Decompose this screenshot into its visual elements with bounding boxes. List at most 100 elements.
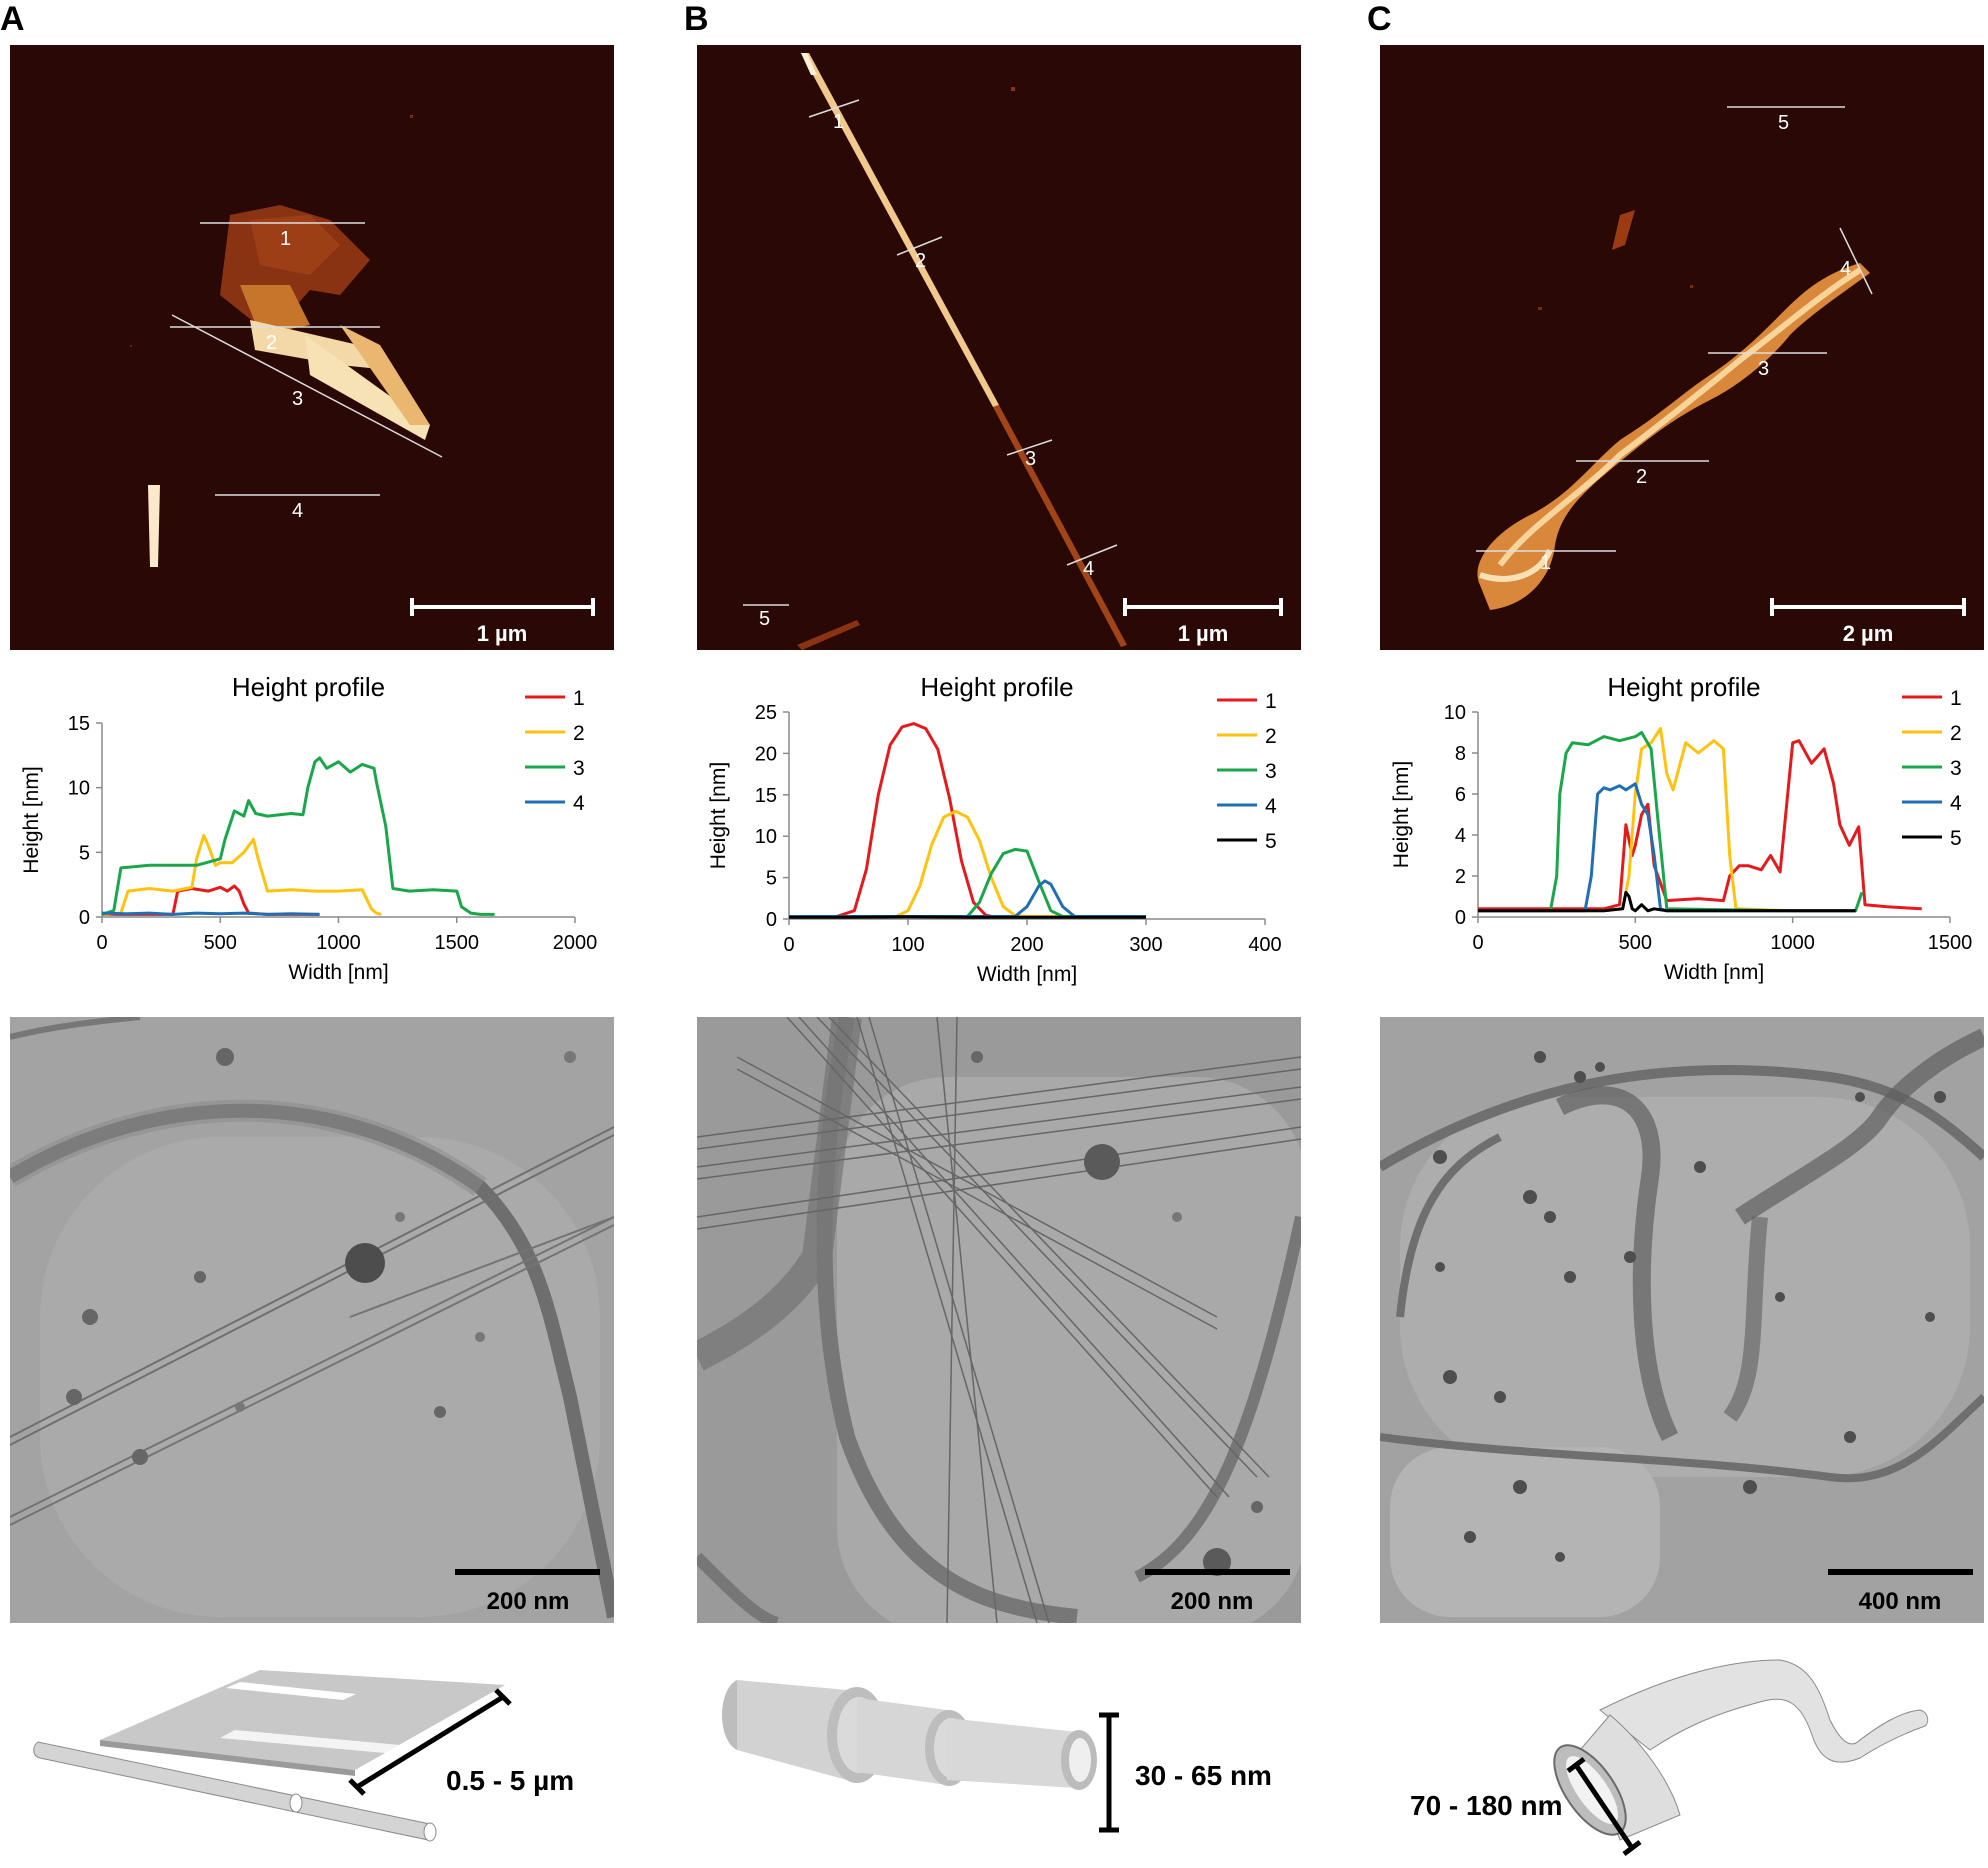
dimension-label: 30 - 65 nm: [1135, 1760, 1272, 1791]
y-tick-label: 15: [755, 785, 777, 807]
series-line-1: [1478, 739, 1922, 911]
y-tick-label: 5: [79, 842, 90, 864]
legend-label: 1: [1265, 690, 1277, 713]
x-tick-label: 0: [96, 932, 107, 954]
y-tick-label: 4: [1455, 825, 1466, 847]
x-tick-label: 1000: [1770, 932, 1815, 954]
chart-title: Height profile: [1607, 672, 1760, 702]
panel-label-b: B: [684, 0, 709, 38]
afm-scale-label: 2 µm: [1843, 621, 1894, 646]
x-tick-label: 200: [1010, 934, 1043, 956]
afm-line-label: 5: [759, 608, 770, 630]
series-line-3: [789, 847, 1146, 918]
legend-label: 3: [1950, 757, 1962, 780]
panel-label-c: C: [1367, 0, 1392, 38]
tem-scale-label: 200 nm: [1171, 1588, 1254, 1615]
tem-image-a: 200 nm: [10, 1017, 614, 1623]
x-axis-label: Width [nm]: [977, 963, 1077, 986]
legend-label: 3: [573, 757, 585, 780]
height-profile-chart-a: Height profile 0 500 1000 1500 2000 0 5 10 15 Widt…: [10, 665, 650, 1010]
afm-scale-label: 1 µm: [477, 621, 528, 646]
afm-image-c: 1 2 3 4 5 2 µm: [1380, 45, 1984, 650]
series-line-4: [101, 911, 320, 916]
x-tick-label: 1500: [1928, 932, 1973, 954]
y-tick-label: 0: [1455, 907, 1466, 929]
afm-image-a: 1 2 3 4 1 µm: [10, 45, 614, 650]
chart-title: Height profile: [920, 672, 1073, 702]
afm-line-label: 2: [915, 250, 926, 272]
legend-label: 1: [573, 687, 585, 710]
x-tick-label: 500: [204, 932, 237, 954]
dimension-label: 70 - 180 nm: [1410, 1790, 1563, 1821]
series-line-4: [1478, 782, 1856, 913]
y-tick-label: 15: [68, 713, 90, 735]
y-tick-label: 10: [68, 778, 90, 800]
x-tick-label: 0: [783, 934, 794, 956]
x-tick-label: 1000: [316, 932, 361, 954]
series-line-2: [1478, 726, 1856, 913]
afm-line-label: 3: [292, 388, 303, 410]
tem-image-c: 400 nm: [1380, 1017, 1984, 1623]
x-tick-label: 500: [1619, 932, 1652, 954]
legend-label: 1: [1950, 687, 1962, 710]
legend-label: 2: [1265, 725, 1277, 748]
y-tick-label: 5: [766, 868, 777, 890]
afm-line-label: 1: [280, 228, 291, 250]
x-axis-label: Width [nm]: [288, 961, 388, 984]
y-axis-label: Height [nm]: [1390, 761, 1413, 868]
legend-label: 5: [1265, 830, 1277, 853]
x-tick-label: 300: [1129, 934, 1162, 956]
x-tick-label: 100: [891, 934, 924, 956]
dimension-label: 0.5 - 5 µm: [446, 1765, 574, 1796]
afm-scale-label: 1 µm: [1178, 621, 1229, 646]
height-profile-chart-b: Height profile 0 100 200 300 400 0 5 10 15 20 25 Wid…: [697, 665, 1337, 1010]
legend-label: 3: [1265, 760, 1277, 783]
legend-label: 4: [1265, 795, 1277, 818]
afm-line-label: 2: [1636, 466, 1647, 488]
x-tick-label: 400: [1248, 934, 1281, 956]
y-tick-label: 10: [755, 826, 777, 848]
x-axis-label: Width [nm]: [1664, 961, 1764, 984]
y-axis-label: Height [nm]: [707, 762, 730, 869]
y-tick-label: 2: [1455, 866, 1466, 888]
y-tick-label: 0: [79, 907, 90, 929]
series-line-4: [789, 879, 1146, 918]
series-line-2: [101, 834, 382, 916]
tem-scale-label: 400 nm: [1859, 1588, 1942, 1615]
afm-line-label: 4: [292, 500, 303, 522]
x-tick-label: 0: [1472, 932, 1483, 954]
series-line-5: [1478, 890, 1856, 913]
schematic-tube-b: 30 - 65 nm: [697, 1640, 1337, 1865]
legend-label: 2: [1950, 722, 1962, 745]
afm-line-label: 2: [266, 332, 277, 354]
y-tick-label: 10: [1444, 702, 1466, 724]
x-tick-label: 2000: [553, 932, 598, 954]
afm-line-label: 1: [1540, 552, 1551, 574]
series-line-3: [101, 756, 495, 916]
schematic-tube-c: 70 - 180 nm: [1380, 1640, 1980, 1865]
legend-label: 5: [1950, 827, 1962, 850]
y-tick-label: 20: [755, 743, 777, 765]
afm-line-label: 1: [833, 111, 844, 133]
y-tick-label: 0: [766, 909, 777, 931]
schematic-sheet-a: 0.5 - 5 µm: [10, 1640, 650, 1865]
height-profile-chart-c: Height profile 0 500 1000 1500 0 2 4 6 8 10 Width […: [1380, 665, 1980, 1010]
legend-label: 4: [573, 792, 585, 815]
panel-label-a: A: [0, 0, 25, 38]
tem-image-b: 200 nm: [697, 1017, 1301, 1623]
y-tick-label: 25: [755, 702, 777, 724]
afm-line-label: 5: [1778, 112, 1789, 134]
afm-line-label: 3: [1758, 358, 1769, 380]
afm-line-label: 4: [1083, 558, 1094, 580]
series-line-3: [1478, 731, 1864, 913]
legend-label: 2: [573, 722, 585, 745]
afm-image-b: 1 2 3 4 5 1 µm: [697, 45, 1301, 650]
tem-scale-label: 200 nm: [487, 1588, 570, 1615]
afm-line-label: 4: [1840, 258, 1851, 280]
y-tick-label: 6: [1455, 784, 1466, 806]
afm-line-label: 3: [1025, 448, 1036, 470]
chart-title: Height profile: [232, 672, 385, 702]
series-line-2: [789, 809, 1146, 918]
x-tick-label: 1500: [435, 932, 480, 954]
y-tick-label: 8: [1455, 743, 1466, 765]
